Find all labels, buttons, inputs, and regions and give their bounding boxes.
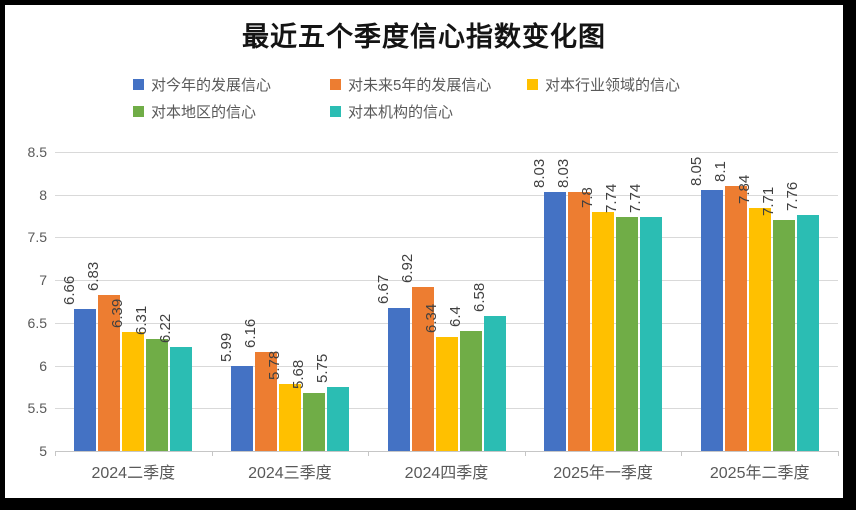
legend-item: 对未来5年的发展信心 xyxy=(330,75,527,94)
y-gridline xyxy=(55,322,838,324)
bar xyxy=(459,331,482,451)
bar-value-label: 5.68 xyxy=(289,359,307,389)
bar-value-label: 6.83 xyxy=(85,261,103,291)
bar xyxy=(146,339,169,451)
bar xyxy=(640,216,663,451)
bar-value-label: 7.84 xyxy=(735,175,753,205)
y-axis-tick-label: 5.5 xyxy=(27,400,47,417)
category-tick-mark xyxy=(211,451,213,456)
category-tick-mark xyxy=(681,451,683,456)
legend-item-label: 对未来5年的发展信心 xyxy=(348,76,492,94)
legend-item: 对本行业领域的信心 xyxy=(527,75,681,94)
bar-value-label: 6.92 xyxy=(398,253,416,283)
legend-color-swatch-icon xyxy=(527,78,538,90)
x-axis-category-label: 2024二季度 xyxy=(91,465,176,482)
bar xyxy=(772,219,795,451)
bar-value-label: 6.34 xyxy=(422,303,440,333)
legend-color-swatch-icon xyxy=(133,105,144,117)
legend-color-swatch-icon xyxy=(330,78,341,90)
bar xyxy=(254,351,277,451)
bar-value-label: 7.74 xyxy=(603,183,621,213)
bar xyxy=(387,308,410,451)
legend-item: 对本地区的信心 xyxy=(133,102,330,121)
bar xyxy=(230,366,253,451)
legend-item: 对本机构的信心 xyxy=(330,102,527,121)
y-axis-tick-label: 6 xyxy=(39,357,47,374)
bar-value-label: 8.05 xyxy=(687,157,705,187)
bar-value-label: 6.16 xyxy=(241,318,259,348)
bar-value-label: 6.31 xyxy=(133,305,151,336)
bar-value-label: 5.99 xyxy=(217,333,235,363)
bar xyxy=(483,316,506,451)
bar xyxy=(278,384,301,451)
y-gridline xyxy=(55,237,838,239)
bar xyxy=(796,215,819,451)
bar xyxy=(326,386,349,451)
bar xyxy=(170,346,193,451)
x-axis-category-label: 2025年二季度 xyxy=(709,465,810,482)
bar xyxy=(700,190,723,451)
bar-value-label: 5.78 xyxy=(265,351,283,381)
legend-item-label: 对本地区的信心 xyxy=(151,103,257,121)
category-tick-mark xyxy=(838,451,839,456)
bar-value-label: 7.71 xyxy=(759,186,777,216)
x-axis-category-label: 2024三季度 xyxy=(248,465,332,482)
bar-value-label: 6.22 xyxy=(157,313,175,343)
bar xyxy=(74,309,97,451)
legend-item: 对今年的发展信心 xyxy=(133,75,330,94)
category-tick-mark xyxy=(55,451,56,456)
chart-canvas: 最近五个季度信心指数变化图 对今年的发展信心 对未来5年的发展信心 对本行业领域的信… xyxy=(5,5,843,498)
bar xyxy=(435,336,458,451)
y-axis-tick-label: 6.5 xyxy=(27,314,47,331)
y-axis-tick-label: 7.5 xyxy=(27,229,47,246)
bar-value-label: 7.76 xyxy=(783,182,801,212)
bar-value-label: 7.74 xyxy=(627,183,645,213)
bar xyxy=(544,192,567,451)
chart-title: 最近五个季度信心指数变化图 xyxy=(242,22,606,53)
legend-color-swatch-icon xyxy=(133,78,144,90)
bar-value-label: 6.58 xyxy=(470,282,488,313)
y-axis-tick-label: 7 xyxy=(39,272,47,289)
x-axis-category-label: 2025年一季度 xyxy=(553,465,653,482)
y-axis-tick-label: 8 xyxy=(39,186,47,203)
bar xyxy=(98,294,121,451)
category-tick-mark xyxy=(368,451,370,456)
bar-value-label: 6.4 xyxy=(446,306,464,328)
y-gridline xyxy=(55,194,838,196)
x-axis-line xyxy=(55,451,838,452)
bar-value-label: 8.03 xyxy=(555,158,573,189)
y-axis-tick-label: 5 xyxy=(39,443,47,459)
bar xyxy=(568,192,591,451)
bar xyxy=(592,211,615,451)
bar xyxy=(411,286,434,451)
bar-value-label: 6.67 xyxy=(374,275,392,305)
category-tick-mark xyxy=(524,451,526,456)
legend-item-label: 对本机构的信心 xyxy=(348,103,454,121)
bar-value-label: 8.03 xyxy=(531,158,549,189)
plot-area: 5 5.5 6 6.5 7 7.5 8 8.5 2024二季度 2024三季度 2024四季度 202… xyxy=(28,144,839,482)
y-gridline xyxy=(55,152,838,153)
bar-value-label: 5.75 xyxy=(313,353,331,383)
x-axis-category-label: 2024四季度 xyxy=(404,465,489,482)
bar-value-label: 7.8 xyxy=(579,186,597,208)
legend-color-swatch-icon xyxy=(330,105,341,117)
bar xyxy=(616,216,639,451)
legend-item-label: 对本行业领域的信心 xyxy=(545,76,681,94)
bar xyxy=(724,186,747,451)
chart-legend: 对今年的发展信心 对未来5年的发展信心 对本行业领域的信心对本地区的信心 对本机构的信… xyxy=(133,75,681,121)
bar xyxy=(302,392,325,451)
bar-value-label: 6.39 xyxy=(109,299,127,329)
legend-item-label: 对今年的发展信心 xyxy=(151,76,272,94)
bar-value-label: 6.66 xyxy=(61,276,79,306)
bar xyxy=(122,332,145,451)
y-gridline xyxy=(55,280,838,282)
y-axis-tick-label: 8.5 xyxy=(27,144,47,160)
bar xyxy=(748,208,771,451)
bar-value-label: 8.1 xyxy=(711,161,729,183)
